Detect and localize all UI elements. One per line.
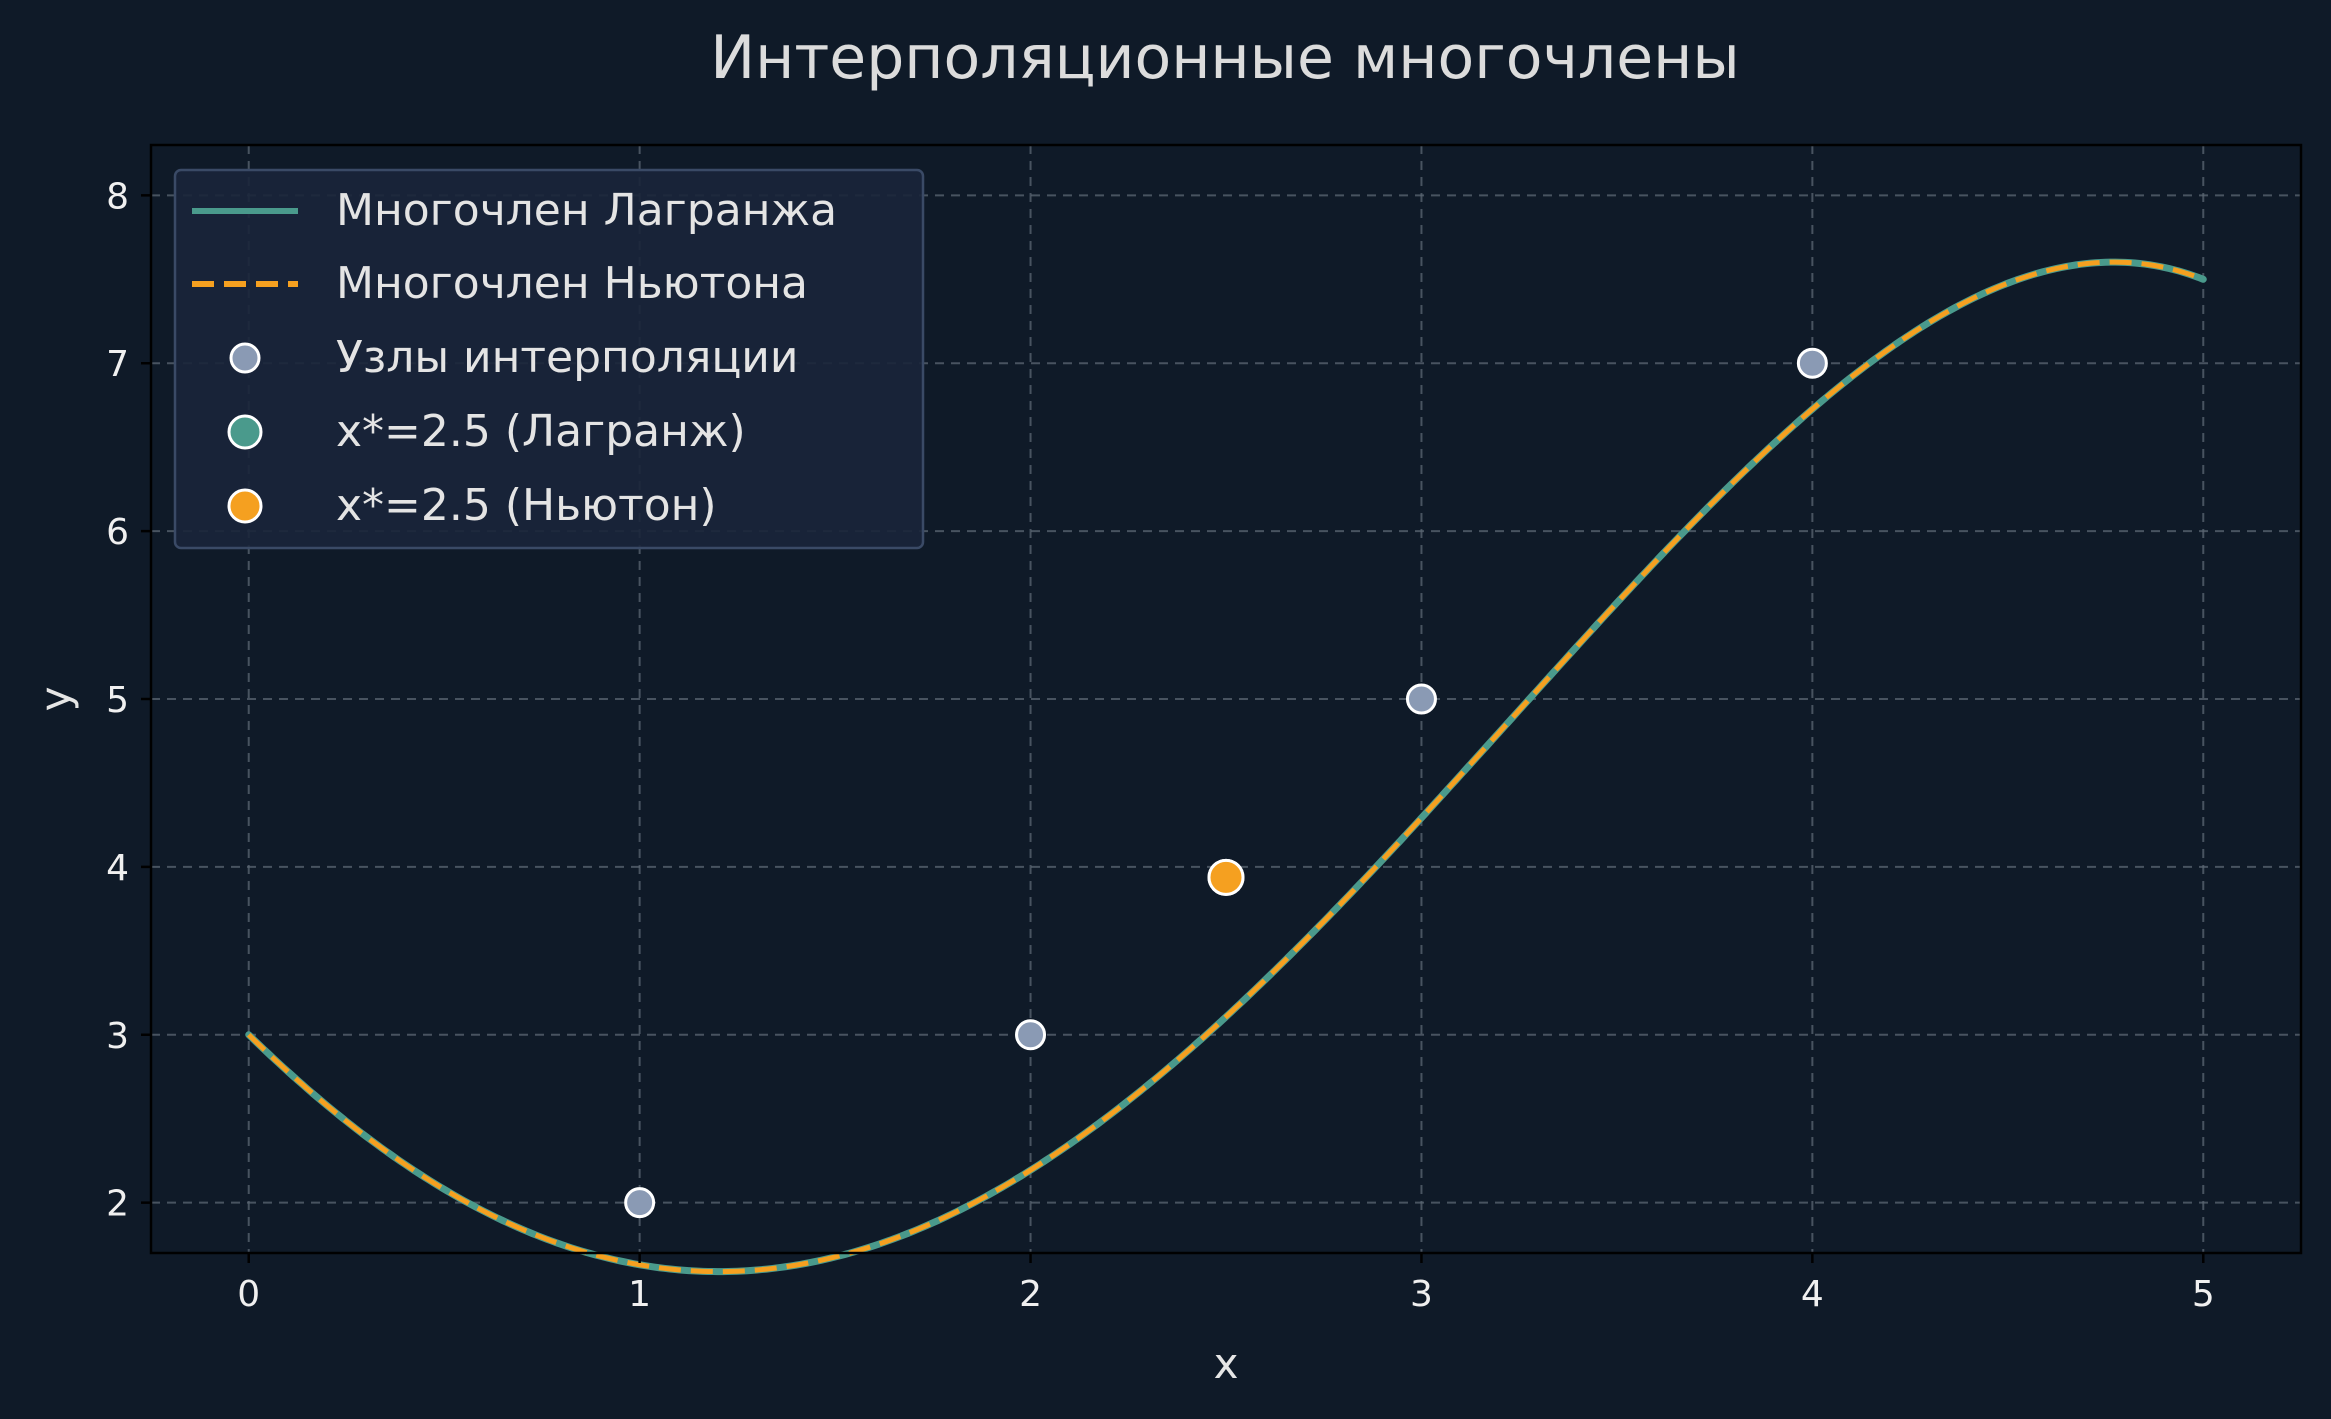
legend-label-nodes: Узлы интерполяции (336, 332, 798, 383)
y-tick-label: 4 (106, 848, 129, 889)
x-tick-label: 3 (1410, 1274, 1433, 1315)
legend-label-newton: Многочлен Ньютона (336, 258, 808, 309)
y-tick-label: 8 (106, 176, 129, 217)
interpolation-node-point (1405, 683, 1437, 715)
legend-label-eval-lagrange: x*=2.5 (Лагранж) (336, 406, 746, 457)
legend-swatch-nodes (229, 342, 261, 374)
ticks: 0 1 2 3 4 5 2 3 4 5 6 7 8 (106, 176, 2215, 1315)
legend-box (173, 168, 925, 550)
x-tick-label: 4 (1801, 1274, 1824, 1315)
eval-point-newton (1207, 858, 1245, 896)
y-tick-label: 3 (106, 1016, 129, 1057)
legend-label-lagrange: Многочлен Лагранжа (336, 185, 837, 236)
interpolation-node-point (1015, 1019, 1047, 1051)
legend: Многочлен Лагранжа Многочлен Ньютона Узл… (173, 168, 925, 550)
y-axis-label: y (31, 687, 80, 712)
x-tick-label: 1 (628, 1274, 651, 1315)
chart-title: Интерполяционные многочлены (710, 23, 1740, 93)
legend-swatch-eval-lagrange (227, 414, 263, 450)
y-tick-label: 5 (106, 680, 129, 721)
interpolation-node-point (1796, 347, 1828, 379)
y-tick-label: 7 (106, 344, 129, 385)
x-tick-label: 5 (2192, 1274, 2215, 1315)
legend-label-eval-newton: x*=2.5 (Ньютон) (336, 480, 717, 531)
y-tick-label: 2 (106, 1184, 129, 1225)
markers (624, 347, 1828, 1219)
y-tick-label: 6 (106, 512, 129, 553)
interpolation-node-point (624, 1187, 656, 1219)
x-tick-label: 2 (1019, 1274, 1042, 1315)
newton-curve (246, 259, 2205, 1275)
curves (245, 258, 2207, 1276)
x-axis-label: x (1214, 1339, 1239, 1388)
legend-swatch-eval-newton (227, 488, 263, 524)
x-tick-label: 0 (237, 1274, 260, 1315)
